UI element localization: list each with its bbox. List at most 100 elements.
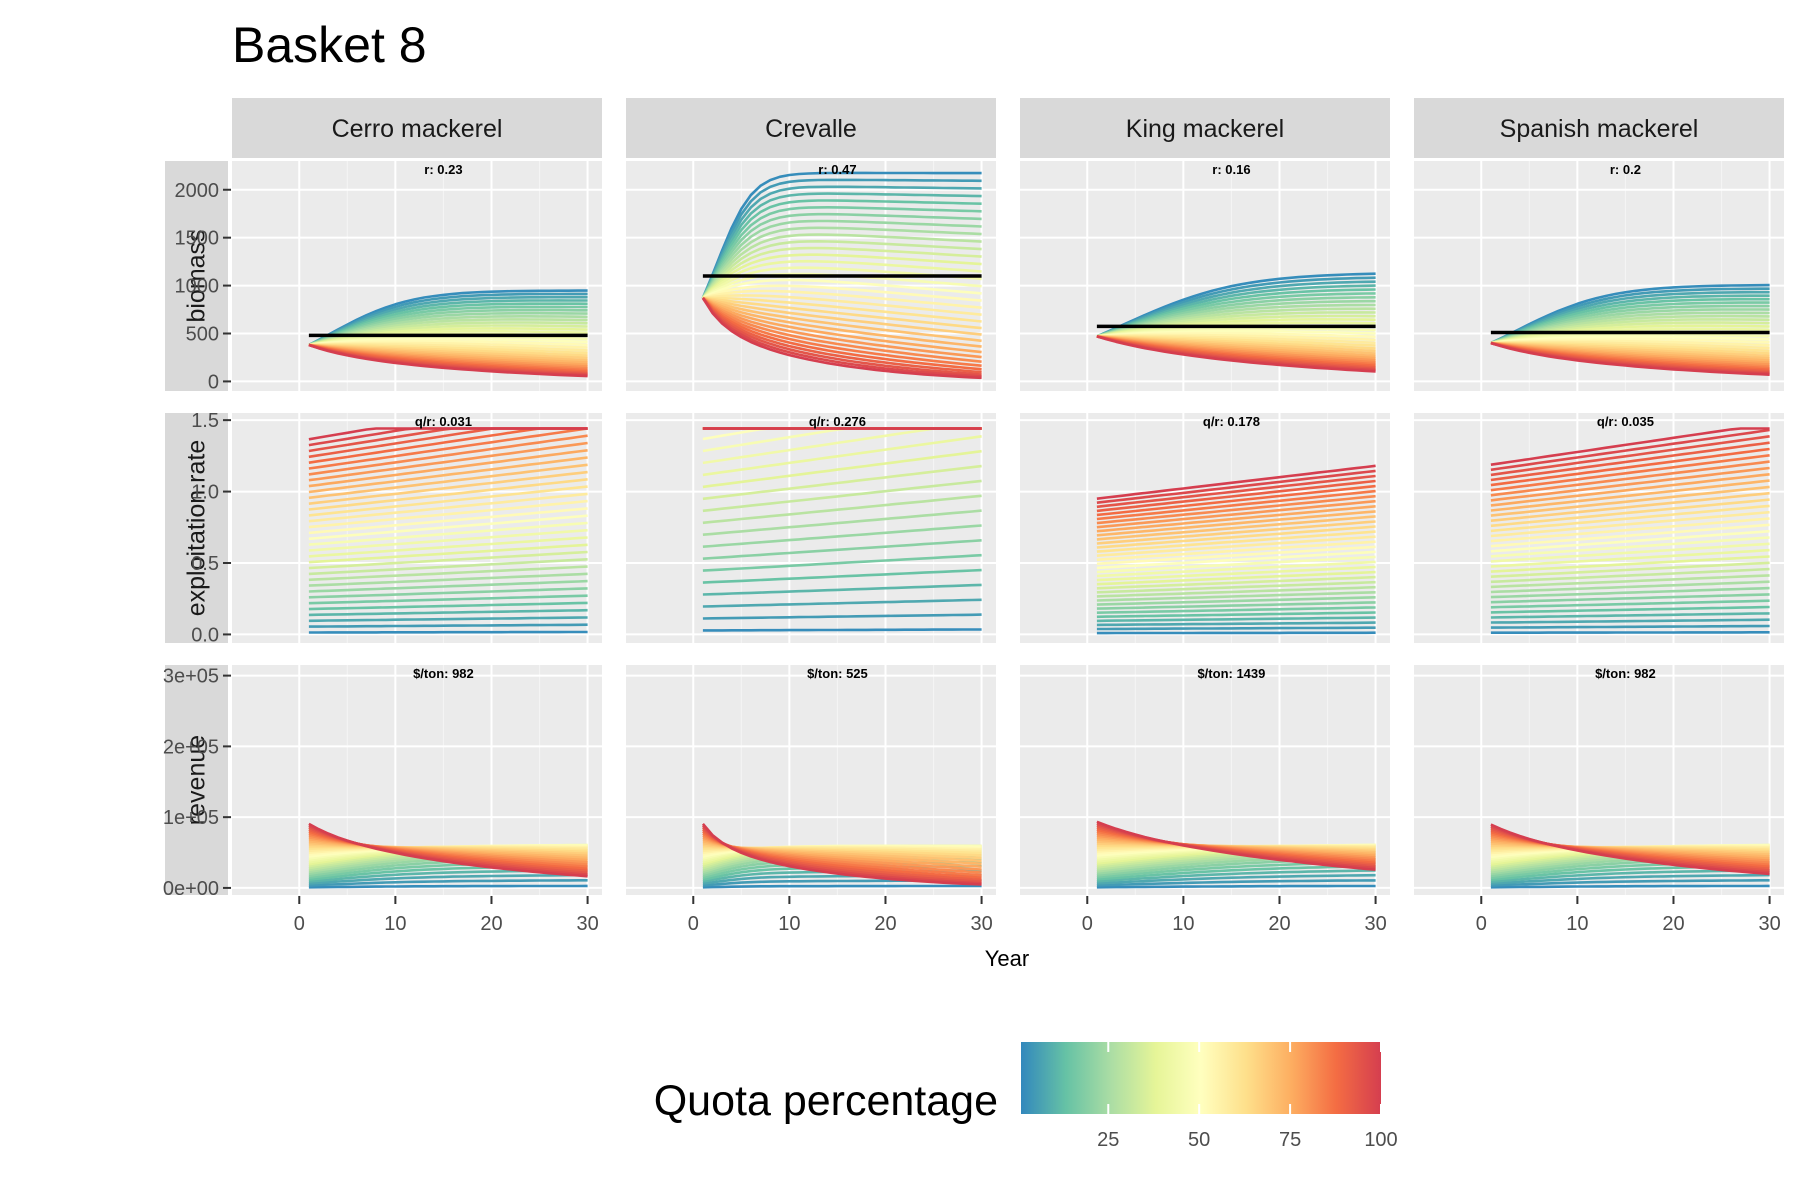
row-strip	[165, 413, 228, 643]
series-line	[308, 470, 588, 505]
series-line	[308, 427, 588, 441]
facet-panel: q/r: 0.178	[1020, 413, 1390, 643]
series-line	[1096, 606, 1376, 614]
series-line	[1096, 873, 1376, 885]
legend-tick-label: 75	[1279, 1129, 1301, 1151]
facet-strip	[626, 98, 996, 158]
series-line	[1490, 555, 1770, 573]
facet-grid: Cerro mackerel Crevalle King mackerel Spani…	[163, 98, 1784, 935]
series-line	[308, 565, 588, 582]
series-line	[1096, 479, 1376, 513]
series-line	[1096, 869, 1376, 883]
series-line	[308, 478, 588, 511]
series-line	[308, 543, 588, 564]
series-line	[1096, 555, 1376, 574]
series-line	[308, 427, 588, 470]
series-line	[702, 284, 982, 302]
series-line	[1490, 605, 1770, 614]
series-line	[308, 449, 588, 488]
series-line	[1096, 626, 1376, 631]
series-line	[702, 296, 982, 323]
x-tick-label: 30	[576, 913, 598, 935]
series-line	[1490, 460, 1770, 497]
y-tick-label: 0.0	[191, 624, 219, 646]
series-line	[1490, 454, 1770, 492]
series-line	[1490, 548, 1770, 568]
series-line	[702, 296, 982, 348]
series-line	[702, 289, 982, 309]
facet-panel: q/r: 0.276	[626, 413, 996, 643]
y-tick-label: 1e+05	[163, 807, 219, 829]
facet-panel: r: 0.16	[1020, 161, 1390, 391]
series-line	[701, 297, 982, 367]
series-line	[308, 587, 588, 599]
x-axis-title: Year	[985, 946, 1029, 971]
series-line	[308, 608, 588, 617]
series-line	[1096, 560, 1376, 578]
facet-strip-label: Crevalle	[765, 115, 857, 143]
series-line	[702, 479, 982, 513]
facet-panel: r: 0.23	[232, 161, 602, 391]
series-line	[308, 884, 588, 889]
series-line	[1096, 499, 1376, 529]
series-line	[1490, 504, 1770, 533]
series-line	[701, 212, 982, 299]
series-line	[702, 539, 982, 560]
x-tick-label: 30	[1758, 913, 1780, 935]
series-line	[1490, 884, 1770, 889]
series-line	[1490, 878, 1770, 887]
legend-colorbar	[1021, 1042, 1381, 1114]
series-line	[1096, 540, 1376, 562]
series-line	[1490, 599, 1770, 609]
y-tick-label: 0	[208, 371, 219, 393]
series-line	[1490, 428, 1770, 472]
series-line	[702, 296, 982, 336]
series-line	[1096, 611, 1376, 619]
facet-strip	[1020, 98, 1390, 158]
series-line	[702, 553, 982, 572]
series-line	[1096, 489, 1376, 521]
series-line	[1490, 823, 1770, 876]
x-tick-label: 20	[874, 913, 896, 935]
series-line	[702, 435, 982, 477]
x-tick-label: 0	[294, 913, 305, 935]
series-line	[1096, 505, 1376, 533]
series-line	[308, 456, 588, 494]
series-line	[1096, 596, 1376, 606]
series-line	[702, 296, 982, 359]
facet-panel: $/ton: 982	[1414, 665, 1784, 895]
x-tick-label: 30	[970, 913, 992, 935]
color-legend: Quota percentage 25 50 75 100	[654, 1042, 1398, 1151]
panel-annotation: q/r: 0.178	[1203, 414, 1260, 429]
series-line	[701, 297, 982, 371]
series-line	[1490, 523, 1770, 548]
series-line	[308, 521, 588, 546]
series-line	[1490, 618, 1770, 624]
series-line	[702, 294, 982, 316]
series-line	[701, 171, 982, 299]
series-line	[701, 297, 982, 376]
x-tick-label: 10	[384, 913, 406, 935]
series-line	[702, 583, 982, 596]
series-line	[1490, 517, 1770, 543]
facet-panel: $/ton: 525	[626, 665, 996, 895]
series-line	[702, 884, 982, 889]
facet-panel: q/r: 0.031	[232, 413, 602, 643]
x-tick-label: 20	[480, 913, 502, 935]
series-line	[1096, 570, 1376, 586]
legend-title: Quota percentage	[654, 1077, 998, 1125]
y-tick-label: 1.0	[191, 482, 219, 504]
series-line	[1096, 335, 1376, 373]
y-tick-label: 2000	[175, 180, 220, 202]
panel-annotation: $/ton: 525	[807, 666, 868, 681]
series-line	[702, 297, 982, 363]
series-line	[1096, 884, 1376, 889]
series-line	[702, 524, 982, 548]
series-line	[1490, 567, 1770, 584]
facet-panel: q/r: 0.035	[1414, 413, 1784, 643]
x-tick-label: 10	[1566, 913, 1588, 935]
legend-tick-label: 25	[1097, 1129, 1119, 1151]
series-line	[308, 878, 588, 887]
facet-panel: r: 0.2	[1414, 161, 1784, 391]
